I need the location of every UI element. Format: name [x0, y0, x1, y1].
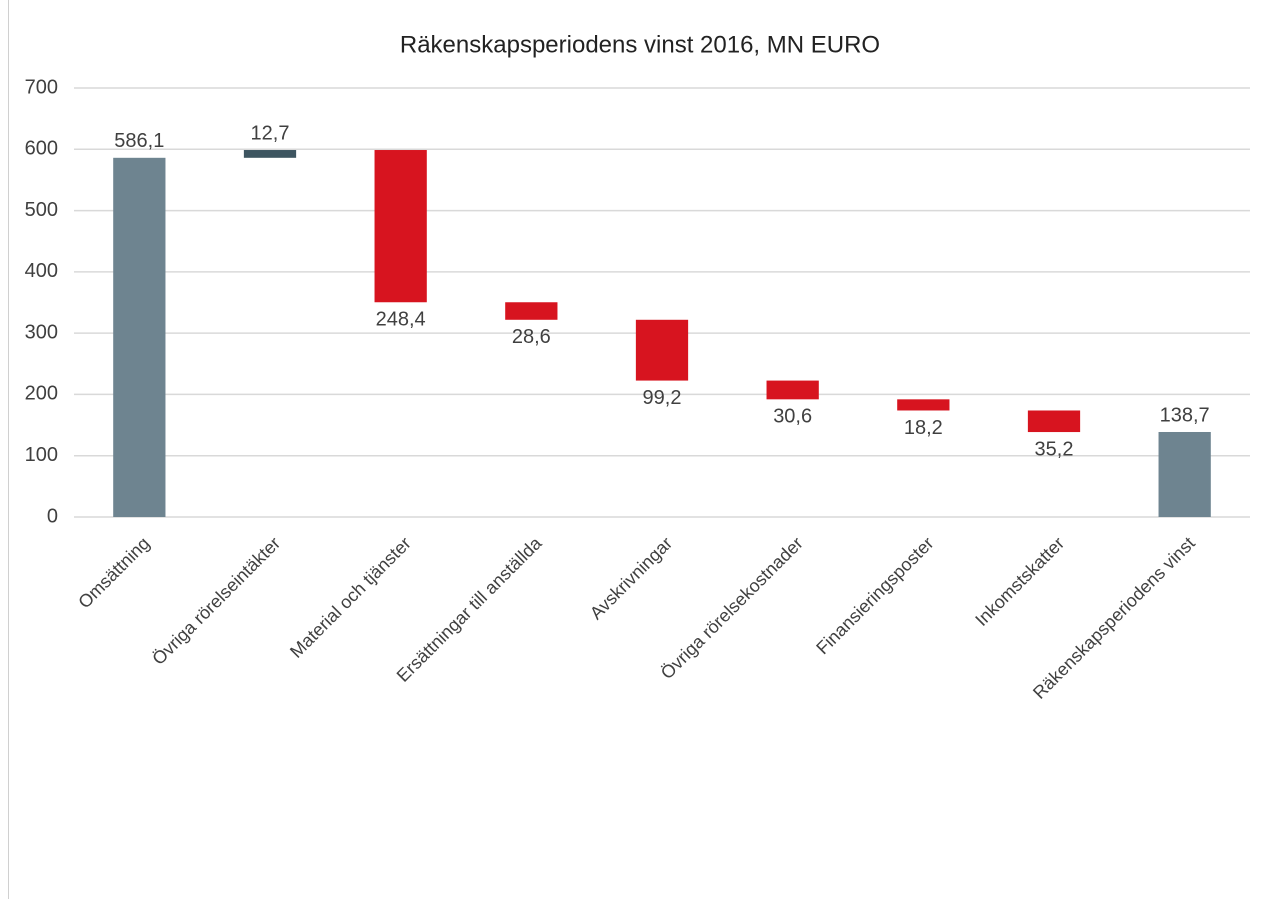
y-tick-label: 200: [25, 383, 58, 405]
bar: [505, 302, 558, 320]
bar: [113, 157, 166, 517]
y-tick-label: 600: [25, 138, 58, 160]
data-label: 18,2: [904, 417, 943, 439]
bar: [897, 399, 950, 411]
y-tick-label: 700: [25, 76, 58, 98]
bar: [766, 380, 819, 400]
data-label: 12,7: [251, 122, 290, 144]
bar: [635, 319, 689, 381]
bar: [1027, 410, 1081, 433]
bar: [1158, 431, 1211, 517]
data-label: 586,1: [114, 130, 164, 152]
data-label: 248,4: [376, 309, 426, 331]
x-tick-label: Finansieringsposter: [812, 533, 937, 658]
chart-title: Räkenskapsperiodens vinst 2016, MN EURO: [400, 31, 880, 58]
x-tick-label: Avskrivningar: [586, 533, 676, 623]
y-tick-label: 100: [25, 444, 58, 466]
data-label: 35,2: [1035, 438, 1074, 460]
y-tick-label: 300: [25, 321, 58, 343]
x-tick-label: Övriga rörelsekostnader: [657, 533, 807, 683]
y-tick-label: 400: [25, 260, 58, 282]
y-tick-label: 0: [47, 505, 58, 527]
frame: [8, 0, 9, 899]
data-label: 28,6: [512, 326, 551, 348]
x-tick-label: Ersättningar till anställda: [393, 532, 547, 686]
data-label: 99,2: [643, 387, 682, 409]
y-tick-label: 500: [25, 199, 58, 221]
bar: [374, 150, 427, 303]
x-tick-label: Material och tjänster: [286, 533, 415, 662]
x-tick-label: Övriga rörelseintäkter: [148, 533, 284, 669]
data-label: 138,7: [1160, 404, 1210, 426]
bar: [243, 150, 297, 158]
x-tick-label: Inkomstskatter: [971, 533, 1068, 630]
x-tick-label: Omsättning: [74, 533, 153, 612]
data-label: 30,6: [773, 406, 812, 428]
